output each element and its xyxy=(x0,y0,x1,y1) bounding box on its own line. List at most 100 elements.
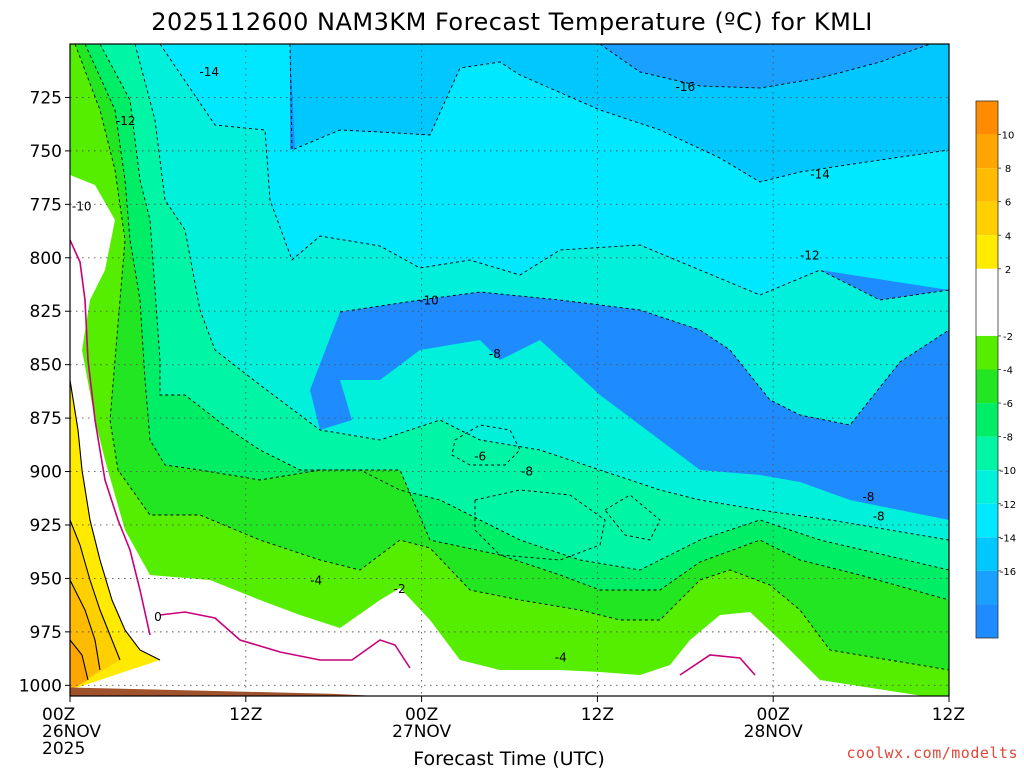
isotherm-minus-8-island xyxy=(474,489,606,561)
colorbar-label: -4 xyxy=(1003,366,1013,377)
y-axis: 725 750 775 800 825 850 875 900 925 950 975 1000 xyxy=(19,88,70,696)
colorbar-bin xyxy=(976,369,998,404)
colorbar-bin xyxy=(976,537,998,571)
y-tick-label: 850 xyxy=(30,356,62,376)
colorbar-bin xyxy=(976,268,998,336)
x-tick-label: 00Z xyxy=(757,705,790,725)
band-minus-2-plus-2 xyxy=(70,175,924,696)
colorbar-bin xyxy=(976,436,998,471)
contour-label: -12 xyxy=(800,249,820,263)
chart-title: 2025112600 NAM3KM Forecast Temperature (… xyxy=(151,8,873,36)
contour-label: -10 xyxy=(72,199,92,213)
x-axis-label: Forecast Time (UTC) xyxy=(413,748,604,768)
colorbar-bin xyxy=(976,201,998,236)
colorbar-bin xyxy=(976,470,998,504)
contour-label: -12 xyxy=(116,114,136,128)
contour-label: -8 xyxy=(873,509,885,523)
freezing-line-mid xyxy=(159,611,411,669)
y-tick-label: 800 xyxy=(30,249,62,269)
band-minus-6-minus-4 xyxy=(70,44,949,696)
y-tick-label: 950 xyxy=(30,569,62,589)
colorbar-bin xyxy=(976,235,998,269)
positive-isotherms xyxy=(70,379,161,681)
colorbar-bin xyxy=(976,168,998,202)
colorbar-legend: 10 8 6 4 2 -2 -4 -6 -8 -10 -12 -14 -16 xyxy=(975,100,1016,639)
colorbar-label: -8 xyxy=(1003,433,1013,444)
freezing-line xyxy=(70,239,756,676)
x-tick-label: 00Z xyxy=(42,705,75,725)
isotherm-plus-8 xyxy=(70,639,89,681)
grid-lines xyxy=(69,44,950,696)
x-tick-label: 2025 xyxy=(42,739,85,759)
colorbar-bin xyxy=(976,101,998,135)
y-tick-label: 875 xyxy=(30,409,62,429)
contour-label: -8 xyxy=(521,465,533,479)
contour-label: -10 xyxy=(419,294,439,308)
isotherm-minus-10 xyxy=(134,44,949,541)
contour-label: -8 xyxy=(862,490,874,504)
contour-label: -6 xyxy=(474,450,486,464)
y-tick-label: 775 xyxy=(30,195,62,215)
ground-terrain xyxy=(70,687,949,696)
colorbar-label: 6 xyxy=(1005,198,1011,209)
contour-label: -8 xyxy=(489,347,501,361)
contour-label: -2 xyxy=(394,582,406,596)
colorbar-label: 4 xyxy=(1005,231,1011,242)
isotherm-minus-6-island xyxy=(451,424,521,466)
plot-frame xyxy=(69,43,950,697)
band-minus-14-minus-12 xyxy=(70,44,949,295)
y-tick-label: 900 xyxy=(30,463,62,483)
isotherm-plus-4 xyxy=(70,519,121,661)
freezing-line-right xyxy=(679,654,756,676)
colorbar-bin xyxy=(976,503,998,538)
colorbar-label: -16 xyxy=(1000,567,1016,578)
band-plus-8-plus-10 xyxy=(70,640,88,690)
temperature-field xyxy=(70,44,949,696)
band-minus-18-minus-16 xyxy=(70,44,949,100)
isotherm-minus-12 xyxy=(159,44,949,301)
colorbar-bin xyxy=(976,335,998,370)
isotherm-minus-16 xyxy=(599,44,931,89)
colorbar-label: -12 xyxy=(1000,500,1016,511)
isotherm-plus-6 xyxy=(70,579,101,671)
isotherm-minus-4 xyxy=(74,44,949,671)
colorbar-bin xyxy=(976,403,998,437)
isotherm-minus-14 xyxy=(289,44,949,183)
contour-label: -14 xyxy=(199,65,219,79)
x-tick-label: 27NOV xyxy=(392,722,451,742)
isotherm-minus-8-island-east xyxy=(604,494,661,541)
contour-label: -16 xyxy=(675,80,695,94)
freezing-line-left xyxy=(70,239,151,636)
x-tick-label: 12Z xyxy=(229,705,262,725)
y-tick-label: 925 xyxy=(30,516,62,536)
x-tick-label: 12Z xyxy=(932,705,965,725)
colorbar-label: 2 xyxy=(1005,265,1011,276)
isotherm-minus-6 xyxy=(84,44,949,601)
colorbar-label: -2 xyxy=(1003,332,1013,343)
isotherm-plus-2 xyxy=(70,379,161,661)
contour-labels: -14 -16 -12 -14 -10 -12 -10 -8 -6 -8 -8 -8 -4 -2 0 -4 xyxy=(72,65,885,665)
colorbar-label: -6 xyxy=(1003,399,1013,410)
colorbar-label: 10 xyxy=(1002,131,1015,142)
negative-isotherms xyxy=(74,44,949,671)
colorbar-bin xyxy=(976,134,998,169)
x-tick-label: 26NOV xyxy=(42,722,101,742)
isotherm-minus-8 xyxy=(99,44,949,571)
y-tick-label: 825 xyxy=(30,302,62,322)
colorbar-bin xyxy=(976,604,998,638)
colorbar-label: 8 xyxy=(1005,164,1011,175)
x-tick-label: 00Z xyxy=(405,705,438,725)
contour-label: -14 xyxy=(810,167,830,181)
contour-label: -4 xyxy=(310,574,322,588)
colorbar-label: -14 xyxy=(1000,533,1016,544)
contour-label: -4 xyxy=(555,651,567,665)
colorbar-label: -10 xyxy=(1000,466,1016,477)
y-tick-label: 1000 xyxy=(19,676,62,696)
y-tick-label: 975 xyxy=(30,623,62,643)
colorbar-bin xyxy=(976,570,998,605)
x-tick-label: 28NOV xyxy=(744,722,803,742)
contour-label: 0 xyxy=(154,610,162,624)
y-tick-label: 750 xyxy=(30,142,62,162)
